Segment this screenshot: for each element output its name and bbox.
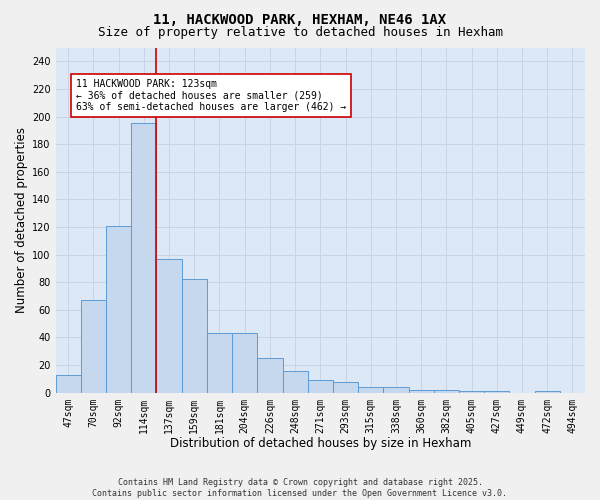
X-axis label: Distribution of detached houses by size in Hexham: Distribution of detached houses by size …	[170, 437, 471, 450]
Bar	[157, 259, 182, 392]
Bar	[207, 334, 232, 392]
Bar	[409, 390, 434, 392]
Bar	[182, 280, 207, 392]
Bar	[257, 358, 283, 392]
Text: 11, HACKWOOD PARK, HEXHAM, NE46 1AX: 11, HACKWOOD PARK, HEXHAM, NE46 1AX	[154, 12, 446, 26]
Bar	[81, 300, 106, 392]
Bar	[358, 387, 383, 392]
Bar	[308, 380, 333, 392]
Text: 11 HACKWOOD PARK: 123sqm
← 36% of detached houses are smaller (259)
63% of semi-: 11 HACKWOOD PARK: 123sqm ← 36% of detach…	[76, 80, 346, 112]
Text: Contains HM Land Registry data © Crown copyright and database right 2025.
Contai: Contains HM Land Registry data © Crown c…	[92, 478, 508, 498]
Bar	[333, 382, 358, 392]
Bar	[434, 390, 459, 392]
Bar	[131, 124, 157, 392]
Bar	[383, 387, 409, 392]
Text: Size of property relative to detached houses in Hexham: Size of property relative to detached ho…	[97, 26, 503, 39]
Bar	[232, 334, 257, 392]
Bar	[106, 226, 131, 392]
Bar	[283, 370, 308, 392]
Bar	[56, 375, 81, 392]
Y-axis label: Number of detached properties: Number of detached properties	[15, 127, 28, 313]
